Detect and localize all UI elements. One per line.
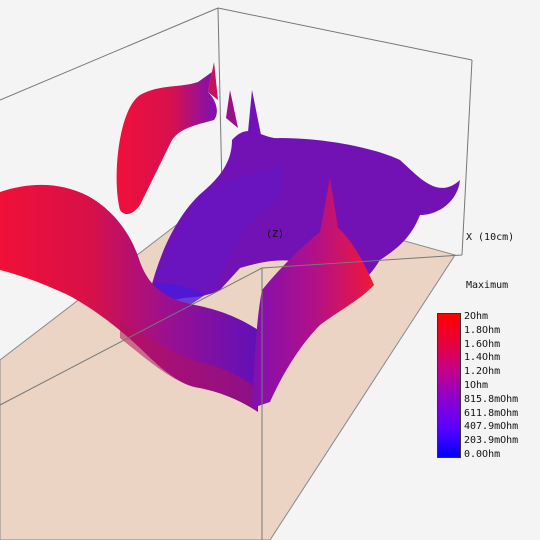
legend-label: 407.9mOhm xyxy=(464,421,519,433)
x-axis-label: X (10cm) xyxy=(466,232,515,243)
legend-label: 1Ohm xyxy=(464,379,489,391)
legend-label: 2Ohm xyxy=(464,311,489,322)
legend-label: 1.2Ohm xyxy=(464,366,501,378)
surface-spike-right xyxy=(226,90,238,128)
legend-labels: 2Ohm 1.8Ohm 1.6Ohm 1.4Ohm 1.2Ohm 1Ohm 815.8mOh… xyxy=(464,310,518,462)
legend-label: 203.9mOhm xyxy=(464,435,519,447)
surface-front-left-sheet xyxy=(0,184,258,412)
surface-right-ridge xyxy=(252,178,374,408)
legend-label: 1.8Ohm xyxy=(464,324,501,336)
bounding-box-back xyxy=(0,7,473,256)
legend-label: 1.6Ohm xyxy=(464,338,501,350)
legend-label: 0.0Ohm xyxy=(464,448,501,460)
z-axis-label: (Z) xyxy=(266,229,285,240)
legend-label: 815.8mOhm xyxy=(464,393,519,405)
surface-center-channel xyxy=(150,165,285,300)
legend-label: 1.4Ohm xyxy=(464,352,501,364)
surface-front-left-shade xyxy=(120,320,258,412)
bounding-box-front xyxy=(0,254,463,540)
legend-title: Maximum xyxy=(466,280,509,291)
surface-back-ribbon xyxy=(116,72,217,215)
surface-spike-left xyxy=(208,62,218,100)
legend-label: 611.8mOhm xyxy=(464,407,519,419)
surface-spike-mid xyxy=(248,90,262,140)
legend-color-bar xyxy=(437,313,461,458)
